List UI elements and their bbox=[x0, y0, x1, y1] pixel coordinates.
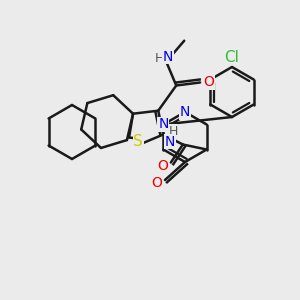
Text: Cl: Cl bbox=[225, 50, 239, 64]
Text: O: O bbox=[152, 176, 162, 190]
Text: N: N bbox=[163, 50, 173, 64]
Text: O: O bbox=[204, 76, 214, 89]
Text: N: N bbox=[158, 118, 169, 131]
Text: N: N bbox=[165, 134, 175, 148]
Text: N: N bbox=[180, 105, 190, 119]
Text: H: H bbox=[168, 125, 178, 138]
Text: H: H bbox=[154, 52, 164, 65]
Text: S: S bbox=[133, 134, 143, 148]
Text: O: O bbox=[158, 158, 168, 172]
